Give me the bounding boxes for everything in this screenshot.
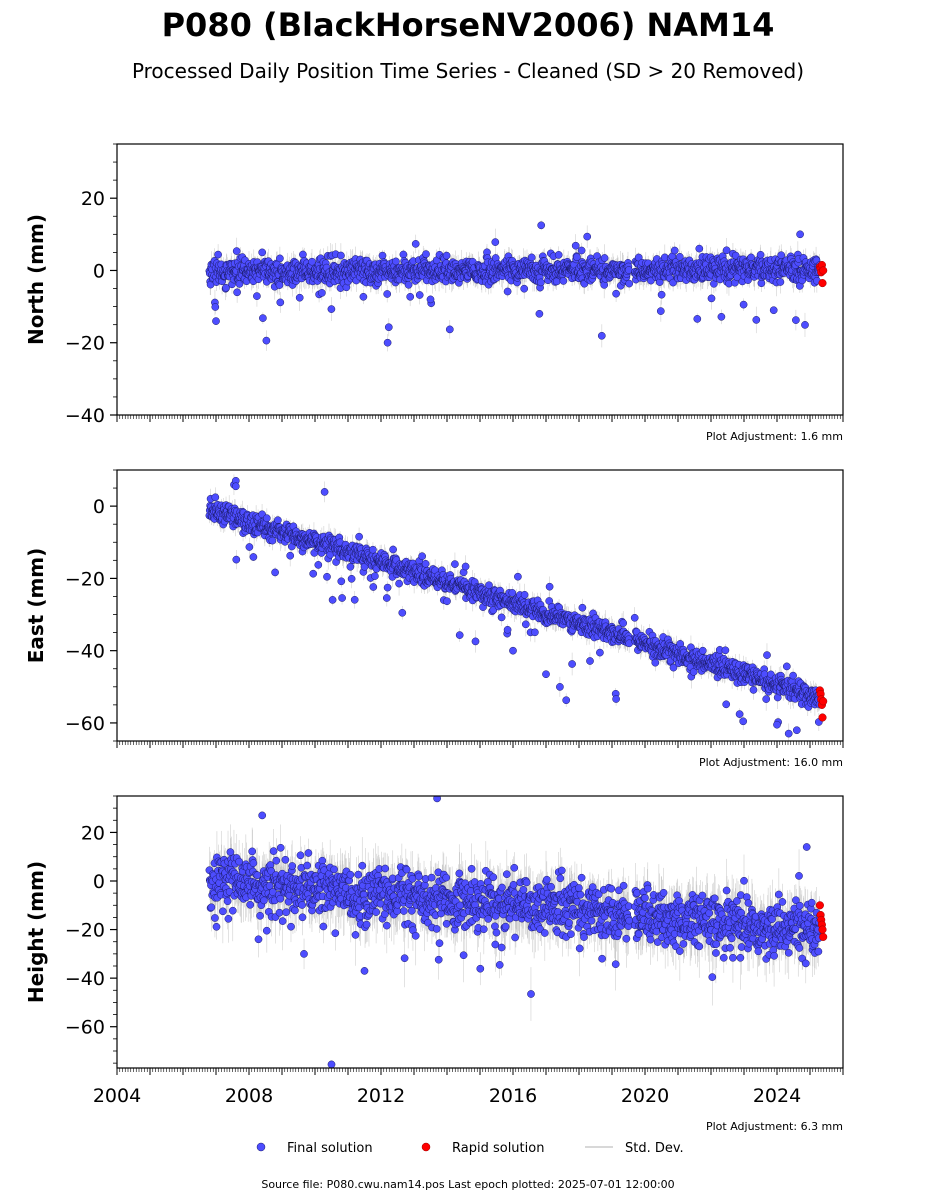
final-point [259,314,267,322]
final-point [600,254,609,262]
final-point [597,331,606,340]
final-point [527,253,536,262]
final-point [232,247,241,255]
final-point [571,241,580,250]
final-point [233,288,241,297]
north-panel: 20 0 −20 −40 North (mm) [24,143,844,427]
y-tick-label: 20 [81,188,105,210]
final-point [245,543,254,551]
final-point [211,493,220,502]
final-point [258,248,267,257]
final-point [657,290,666,299]
final-point [535,309,544,318]
final-point [384,323,393,332]
final-point [426,295,435,304]
final-point [276,254,284,263]
y-tick-label: −40 [65,405,105,427]
final-point [537,278,545,287]
final-point [232,555,241,564]
final-point [769,306,778,315]
final-point [404,280,413,289]
final-point [308,257,316,266]
final-point [554,251,563,259]
final-point [634,253,643,262]
final-point [299,250,307,259]
final-point [442,251,451,260]
final-point [722,246,731,255]
y-tick-label: −20 [65,333,105,355]
final-point [776,278,785,286]
final-point [693,315,702,323]
chart-subtitle: Processed Daily Position Time Series - C… [132,59,804,83]
final-solution-points [205,221,824,347]
final-point [275,281,284,289]
final-point [383,338,392,347]
final-point [670,246,679,255]
final-point [411,240,420,248]
final-point [695,244,704,253]
final-point [491,238,500,246]
final-point [295,293,304,302]
final-point [577,246,586,255]
final-point [739,300,748,309]
final-point [406,292,415,301]
final-point [399,250,408,259]
final-point [383,290,392,298]
final-point [537,221,546,230]
final-point [752,316,761,324]
final-point [318,289,326,297]
final-point [583,232,592,241]
plot-area [205,220,828,352]
final-point [276,298,285,307]
final-point [214,250,222,259]
final-point [731,251,740,260]
final-point [559,277,568,285]
final-point [756,250,765,259]
final-point [801,321,809,329]
final-point [415,291,424,299]
final-point [503,287,512,296]
final-point [337,251,345,260]
rapid-point [819,266,828,275]
final-point [675,252,684,261]
y-axis-label: North (mm) [24,214,48,345]
rapid-point [818,279,827,288]
final-point [378,251,387,260]
chart-title: P080 (BlackHorseNV2006) NAM14 [162,6,775,44]
final-solution-points [205,476,824,738]
final-point [747,253,755,262]
final-point [612,289,620,298]
final-point [392,257,400,266]
plot-area [205,474,828,741]
rapid-solution-points [815,260,828,288]
final-point [656,307,665,315]
final-point [212,317,220,325]
final-point [625,279,634,288]
final-point [796,230,804,239]
final-point [792,316,800,324]
final-point [262,336,271,345]
final-point [222,283,230,292]
final-point [422,250,430,258]
final-point [327,305,336,313]
final-point [211,303,220,311]
final-point [520,284,529,293]
final-point [717,312,726,321]
final-point [253,292,261,300]
final-point [573,253,581,261]
y-tick-label: 0 [93,260,105,282]
final-point [445,325,454,334]
final-point [359,292,368,301]
final-point [707,294,716,303]
std-dev-bars [209,474,820,741]
